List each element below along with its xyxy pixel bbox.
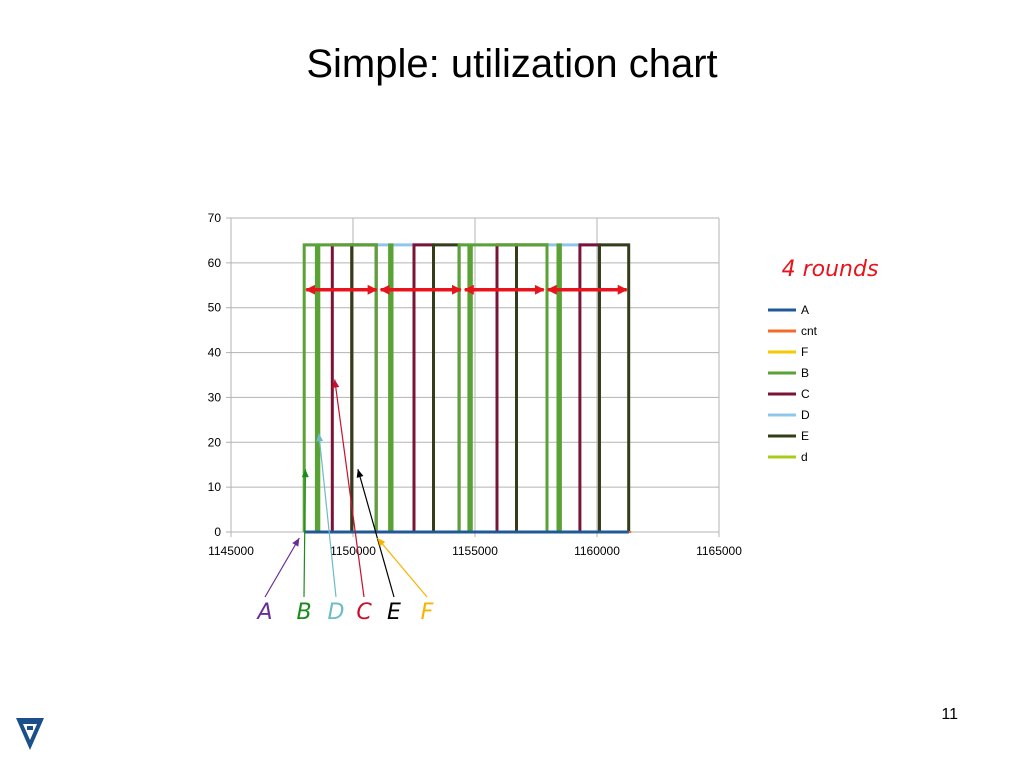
annotation-label-C: C xyxy=(356,600,372,625)
annotation-label-A: A xyxy=(255,600,272,625)
x-tick-label: 1155000 xyxy=(452,544,498,558)
legend-label-E: E xyxy=(801,429,809,443)
annotation-pointer-E xyxy=(357,469,395,598)
annotation-label-D: D xyxy=(328,600,345,625)
annotation-label-F: F xyxy=(421,600,434,625)
legend-label-B: B xyxy=(801,366,809,380)
y-tick-label: 60 xyxy=(208,256,222,270)
y-tick-label: 30 xyxy=(208,390,222,404)
chart-series xyxy=(302,243,632,534)
legend-label-C: C xyxy=(801,387,810,401)
y-tick-label: 40 xyxy=(208,346,222,360)
y-tick-label: 20 xyxy=(208,435,222,449)
annotation-pointer-C xyxy=(334,379,365,598)
annotation-arrowhead-F xyxy=(377,538,386,547)
x-tick-label: 1150000 xyxy=(330,544,376,558)
annotation-arrowhead-C xyxy=(332,379,340,388)
annotation-arrowhead-E xyxy=(356,469,364,478)
annotation-pointer-F xyxy=(376,537,428,598)
annotation-pointer-B xyxy=(303,469,307,598)
x-tick-label: 1160000 xyxy=(574,544,620,558)
legend-label-F: F xyxy=(801,345,808,359)
annotation-arrowhead-B xyxy=(301,469,309,478)
annotation-pointer-D xyxy=(318,433,337,598)
x-tick-label: 1145000 xyxy=(208,544,254,558)
series-line-C xyxy=(318,243,629,534)
legend-label-D: D xyxy=(801,408,810,422)
legend-label-A: A xyxy=(801,303,809,317)
chart-axes: 0 10 20 30 40 50 60 70 1145000 1150000 1155000 1160… xyxy=(208,211,743,558)
annotation-arrowhead-A xyxy=(292,538,300,547)
legend-label-cnt: cnt xyxy=(801,324,818,338)
slide-number: 11 xyxy=(941,706,958,723)
y-tick-label: 50 xyxy=(208,301,222,315)
x-tick-label: 1165000 xyxy=(696,544,742,558)
y-tick-label: 10 xyxy=(208,480,222,494)
y-tick-label: 0 xyxy=(214,525,221,539)
annotation-label-B: B xyxy=(296,600,311,625)
annotation-label-E: E xyxy=(387,600,401,625)
annotation-arrowhead-D xyxy=(316,433,324,442)
university-logo xyxy=(16,718,44,750)
y-tick-label: 70 xyxy=(208,211,222,225)
rounds-label: 4 rounds xyxy=(782,257,879,282)
legend-label-d: d xyxy=(801,450,808,464)
slide-title: Simple: utilization chart xyxy=(306,42,718,86)
annotation-pointer-A xyxy=(264,537,300,598)
